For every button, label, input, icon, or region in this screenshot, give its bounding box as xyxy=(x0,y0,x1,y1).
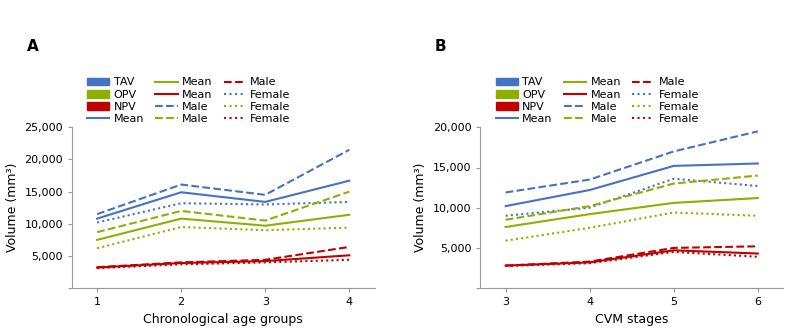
Text: B: B xyxy=(435,39,447,54)
Y-axis label: Volume (mm³): Volume (mm³) xyxy=(6,163,18,252)
X-axis label: CVM stages: CVM stages xyxy=(595,313,669,326)
Legend: TAV, OPV, NPV, Mean, Mean, Mean, Male, Male, Male, Female, Female, Female: TAV, OPV, NPV, Mean, Mean, Mean, Male, M… xyxy=(87,77,291,124)
Y-axis label: Volume (mm³): Volume (mm³) xyxy=(414,163,427,252)
Legend: TAV, OPV, NPV, Mean, Mean, Mean, Male, Male, Male, Female, Female, Female: TAV, OPV, NPV, Mean, Mean, Mean, Male, M… xyxy=(495,77,699,124)
Text: A: A xyxy=(26,39,38,54)
X-axis label: Chronological age groups: Chronological age groups xyxy=(143,313,303,326)
